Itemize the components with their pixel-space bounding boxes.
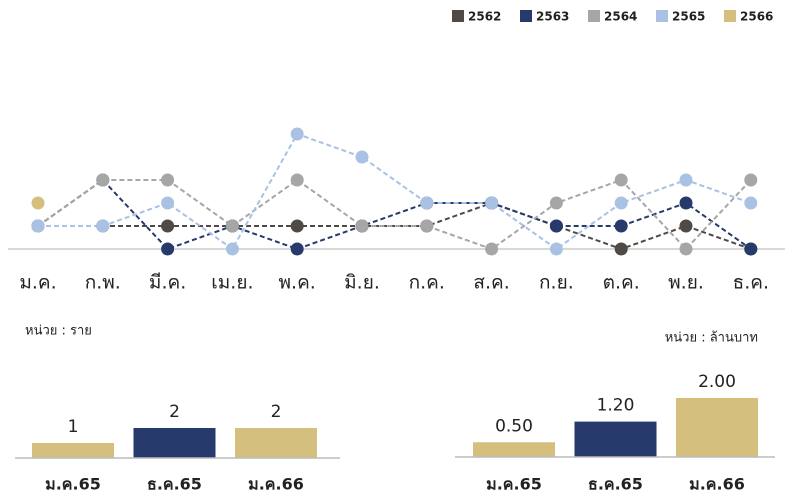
x-tick-label: ก.ย. (539, 272, 574, 294)
data-point (290, 242, 304, 256)
x-tick-label: ส.ค. (473, 272, 509, 294)
data-point (290, 127, 304, 141)
data-point (31, 196, 45, 210)
x-tick-label: มิ.ย. (344, 272, 380, 294)
data-point (355, 219, 369, 233)
legend-swatch (520, 10, 532, 22)
data-point (549, 219, 563, 233)
data-point (549, 242, 563, 256)
data-point (744, 196, 758, 210)
value-label: 2 (169, 402, 180, 422)
data-point (744, 173, 758, 187)
data-point (161, 196, 175, 210)
bar (32, 443, 114, 458)
series-line (37, 178, 752, 251)
value-label: 0.50 (495, 416, 533, 436)
data-point (744, 242, 758, 256)
x-tick-label: ก.ค. (409, 272, 445, 294)
x-tick-label: ธ.ค. (733, 272, 769, 294)
data-point (485, 196, 499, 210)
data-point (31, 219, 45, 233)
x-tick-label: ม.ค.65 (486, 475, 542, 494)
legend-swatch (656, 10, 668, 22)
x-tick-label: พ.ค. (279, 272, 316, 294)
x-tick-label: ธ.ค.65 (588, 475, 643, 494)
data-point (549, 196, 563, 210)
data-point (355, 150, 369, 164)
legend-swatch (588, 10, 600, 22)
legend-label: 2563 (536, 10, 569, 24)
data-point (679, 173, 693, 187)
legend-label: 2565 (672, 10, 705, 24)
value-label: 2 (271, 402, 282, 422)
data-point (225, 242, 239, 256)
data-point (679, 219, 693, 233)
bar (676, 398, 758, 457)
data-point (679, 196, 693, 210)
legend-label: 2564 (604, 10, 637, 24)
x-tick-label: ธ.ค.65 (147, 475, 202, 494)
x-tick-label: ม.ค.66 (248, 475, 304, 494)
data-point (225, 219, 239, 233)
x-tick-label: ต.ค. (603, 272, 640, 294)
data-point (290, 173, 304, 187)
data-point (420, 196, 434, 210)
series-line (37, 178, 752, 251)
x-tick-label: ก.พ. (85, 272, 121, 294)
data-point (614, 196, 628, 210)
legend-swatch (724, 10, 736, 22)
data-point (161, 219, 175, 233)
data-point (420, 219, 434, 233)
value-label: 1.20 (597, 396, 635, 416)
legend-label: 2562 (468, 10, 501, 24)
data-point (96, 219, 110, 233)
data-point (679, 242, 693, 256)
unit-label: หน่วย : ล้านบาท (665, 331, 758, 346)
x-tick-label: ม.ค.65 (45, 475, 101, 494)
unit-label: หน่วย : ราย (25, 324, 92, 339)
x-tick-label: พ.ย. (668, 272, 704, 294)
value-label: 1 (68, 417, 79, 437)
bar (133, 428, 216, 458)
series-line (38, 132, 752, 251)
legend-swatch (452, 10, 464, 22)
bar (235, 428, 317, 458)
x-tick-label: ม.ค. (19, 272, 56, 294)
x-tick-label: ม.ค.66 (689, 475, 745, 494)
x-tick-label: มี.ค. (149, 272, 186, 294)
legend-label: 2566 (740, 10, 773, 24)
data-point (485, 242, 499, 256)
data-point (614, 173, 628, 187)
series-line (38, 201, 752, 251)
data-point (96, 173, 110, 187)
data-point (161, 173, 175, 187)
data-point (161, 242, 175, 256)
bar (574, 421, 657, 457)
x-tick-label: เม.ย. (211, 272, 253, 294)
bar (473, 442, 555, 457)
data-point (290, 219, 304, 233)
data-point (614, 242, 628, 256)
value-label: 2.00 (698, 372, 736, 392)
data-point (614, 219, 628, 233)
